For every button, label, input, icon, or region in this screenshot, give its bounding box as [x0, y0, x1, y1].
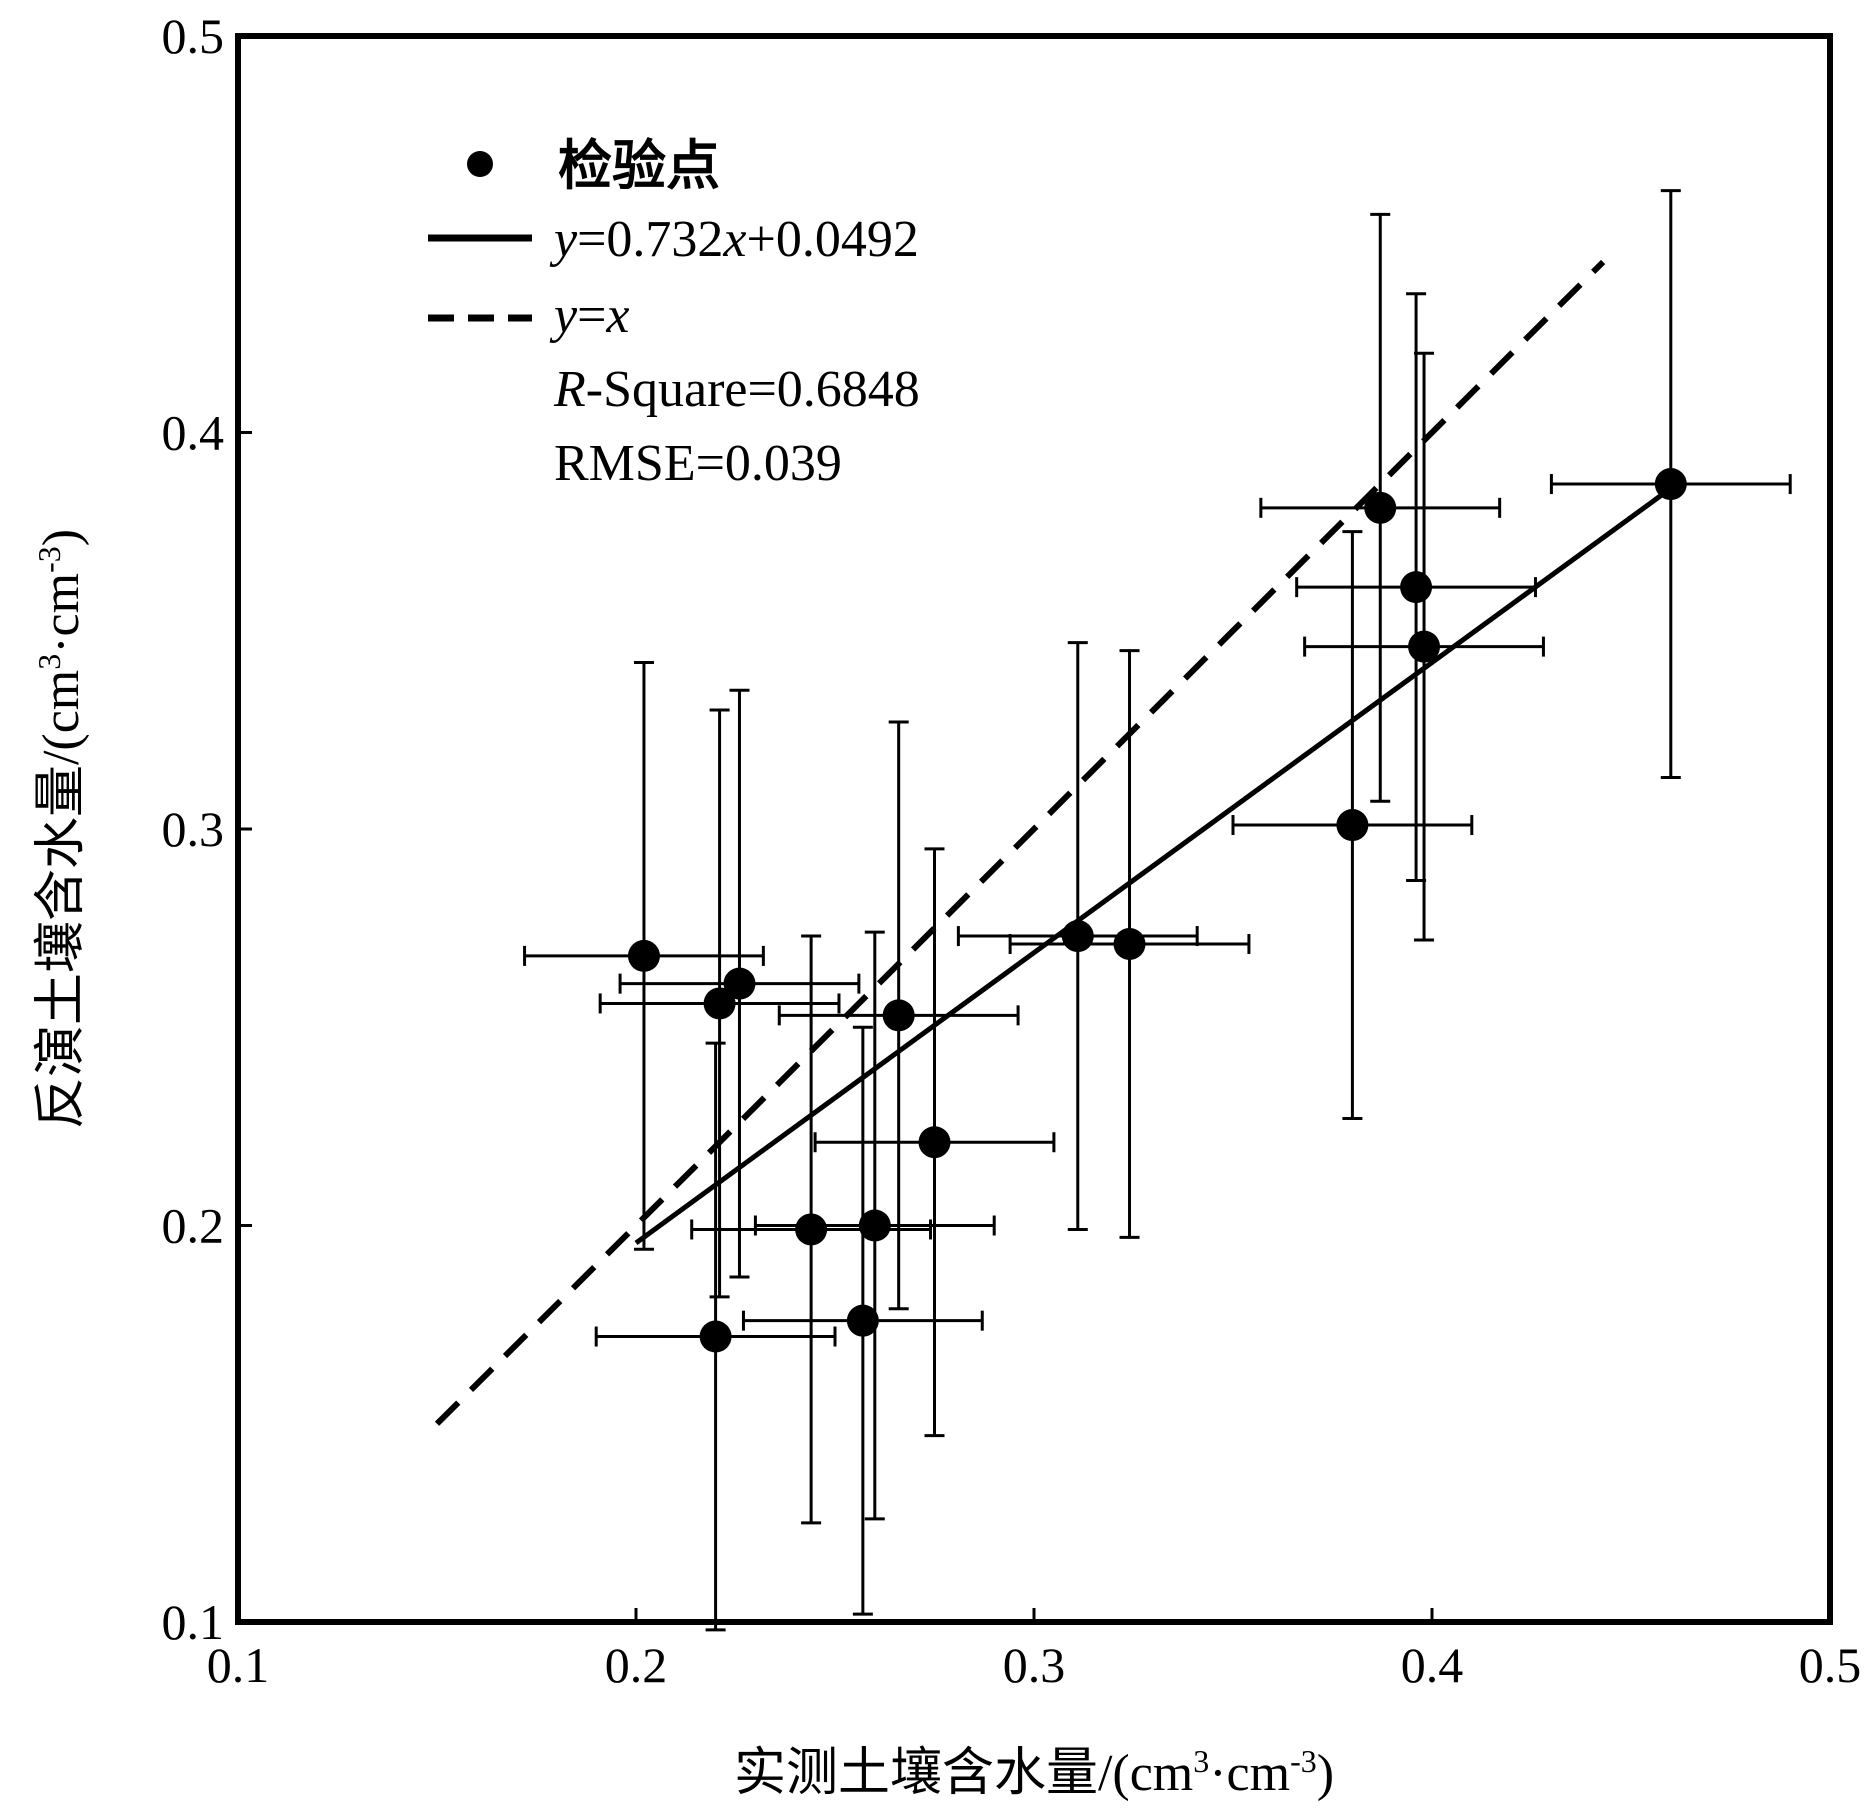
data-point — [1061, 920, 1094, 953]
y-axis-label: 反演土壤含水量/(cm3·cm-3) — [31, 529, 90, 1129]
y-tick-label: 0.1 — [162, 1594, 225, 1650]
data-point — [1113, 927, 1146, 960]
data-point — [699, 1320, 732, 1353]
axis-ticks — [236, 34, 1832, 1624]
data-point — [1400, 571, 1433, 604]
data-point — [1654, 468, 1687, 501]
legend: 检验点 y=0.732x+0.0492 y=x R-Square=0.6848 … — [428, 134, 920, 492]
data-point — [882, 999, 915, 1032]
data-points — [627, 468, 1687, 1353]
legend-fit-label: y=0.732x+0.0492 — [549, 211, 919, 268]
data-point — [723, 967, 756, 1000]
data-point — [846, 1304, 879, 1337]
y-tick-label: 0.2 — [162, 1198, 225, 1254]
legend-point-marker — [467, 151, 493, 177]
x-tick-label: 0.1 — [207, 1637, 270, 1693]
data-point — [1364, 491, 1397, 524]
legend-rmse: RMSE=0.039 — [554, 435, 842, 492]
data-point — [627, 939, 660, 972]
x-tick-label: 0.5 — [1799, 1637, 1862, 1693]
data-point — [858, 1209, 891, 1242]
legend-points-label: 检验点 — [558, 134, 720, 197]
data-point — [918, 1126, 951, 1159]
axis-tick-labels: 0.1 0.2 0.3 0.4 0.5 0.1 0.2 0.3 0.4 0.5 — [162, 8, 1862, 1693]
legend-r-square: R-Square=0.6848 — [553, 361, 920, 418]
y-tick-label: 0.3 — [162, 801, 225, 857]
x-tick-label: 0.3 — [1003, 1637, 1066, 1693]
x-tick-label: 0.2 — [605, 1637, 668, 1693]
identity-line — [434, 259, 1606, 1426]
y-tick-label: 0.4 — [162, 405, 225, 461]
fit-line — [634, 486, 1673, 1245]
regression-lines — [434, 259, 1673, 1426]
data-point — [795, 1213, 828, 1246]
data-point — [1408, 630, 1441, 663]
legend-identity-label: y=x — [549, 287, 630, 344]
x-tick-label: 0.4 — [1401, 1637, 1464, 1693]
x-axis-label: 实测土壤含水量/(cm3·cm-3) — [734, 1743, 1334, 1802]
data-point — [703, 987, 736, 1020]
y-tick-label: 0.5 — [162, 8, 225, 64]
data-point — [1336, 809, 1369, 842]
